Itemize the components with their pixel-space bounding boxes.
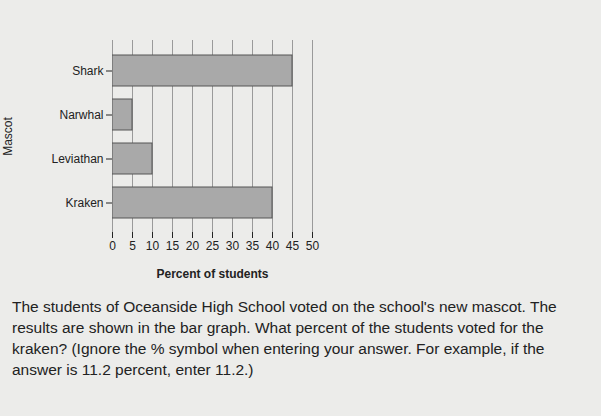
svg-text:Percent of students: Percent of students — [156, 267, 268, 281]
svg-text:Narwhal: Narwhal — [59, 108, 103, 122]
svg-text:20: 20 — [186, 239, 200, 253]
svg-text:Leviathan: Leviathan — [51, 152, 103, 166]
svg-text:0: 0 — [109, 239, 116, 253]
svg-text:10: 10 — [146, 239, 160, 253]
svg-text:25: 25 — [206, 239, 220, 253]
html-text:The students of Oceanside High: The students of Oceanside High School vo… — [12, 298, 557, 378]
svg-text:50: 50 — [306, 239, 320, 253]
svg-text:45: 45 — [286, 239, 300, 253]
svg-text:15: 15 — [166, 239, 180, 253]
svg-text:Mascot: Mascot — [1, 117, 15, 156]
svg-text:Kraken: Kraken — [65, 196, 103, 210]
svg-text:Shark: Shark — [72, 64, 104, 78]
svg-text:30: 30 — [226, 239, 240, 253]
svg-text:5: 5 — [129, 239, 136, 253]
svg-text:40: 40 — [266, 239, 280, 253]
svg-text:35: 35 — [246, 239, 260, 253]
